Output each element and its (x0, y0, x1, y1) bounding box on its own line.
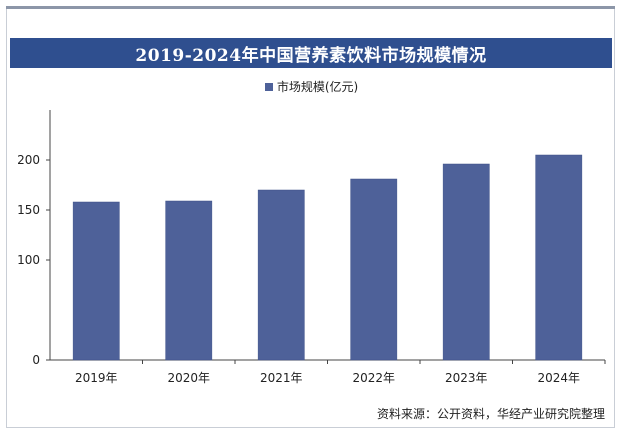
bar (72, 201, 120, 361)
bar (257, 189, 305, 361)
y-tick-label: 100 (17, 253, 40, 267)
x-tick-label: 2023年 (445, 371, 488, 385)
y-tick-label: 150 (17, 203, 40, 217)
bar (165, 200, 213, 361)
x-tick-label: 2020年 (167, 371, 210, 385)
bar (350, 178, 398, 361)
x-tick-label: 2021年 (260, 371, 303, 385)
legend-label: 市场规模(亿元) (276, 80, 359, 94)
top-rule (6, 6, 615, 9)
legend: 市场规模(亿元) (0, 78, 623, 95)
bar (535, 154, 583, 361)
y-tick-label: 0 (32, 353, 40, 367)
bar (442, 163, 490, 361)
x-tick-label: 2022年 (352, 371, 395, 385)
y-tick-label: 200 (17, 153, 40, 167)
x-tick-label: 2019年 (75, 371, 118, 385)
source-note: 资料来源：公开资料，华经产业研究院整理 (376, 407, 605, 421)
legend-swatch (264, 82, 273, 91)
chart-title: 2019-2024年中国营养素饮料市场规模情况 (10, 38, 612, 68)
x-tick-label: 2024年 (537, 371, 580, 385)
